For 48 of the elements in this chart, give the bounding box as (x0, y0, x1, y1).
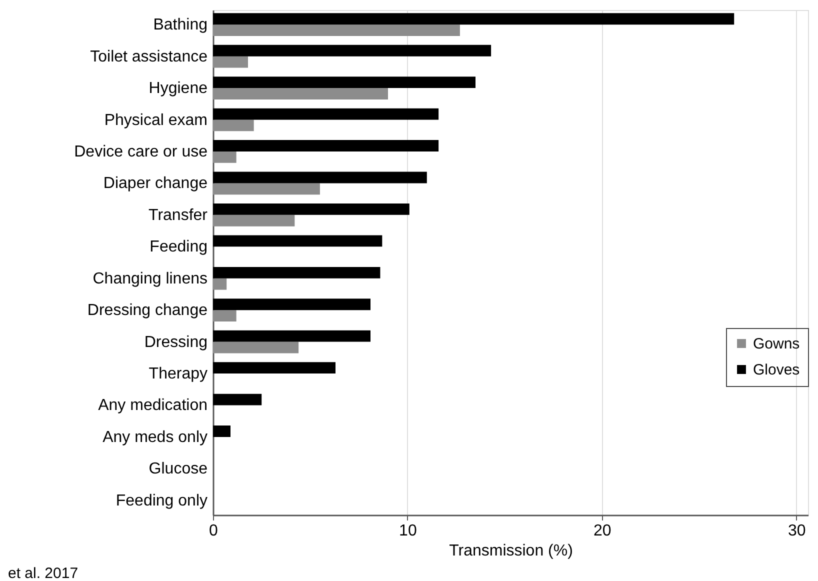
y-tick-label: Any medication (98, 397, 208, 414)
y-tick-label: Hygiene (148, 80, 208, 98)
y-tick-label: Transfer (148, 206, 208, 224)
y-tick-label: Dressing change (87, 302, 208, 320)
bar (213, 214, 295, 226)
y-tick-label: Glucose (148, 460, 208, 478)
bar (213, 342, 299, 354)
bar (213, 298, 370, 310)
legend-label: Gowns (753, 336, 800, 352)
bar (213, 108, 439, 120)
bar (213, 183, 320, 195)
bar (213, 204, 410, 215)
bar (213, 362, 336, 374)
bar (213, 88, 388, 100)
bar (213, 13, 734, 25)
bar (213, 330, 370, 342)
bar (213, 140, 439, 152)
y-tick-label: Diaper change (103, 175, 208, 192)
y-tick-label: Any meds only (102, 428, 208, 446)
bar (213, 44, 492, 56)
y-tick-label: Physical exam (104, 112, 208, 129)
y-tick-label: Feeding only (116, 492, 208, 510)
y-tick-label: Dressing (144, 334, 208, 351)
x-tick-label: 0 (209, 522, 218, 540)
y-tick-label: Therapy (148, 366, 208, 383)
legend-label: Gloves (753, 362, 800, 378)
bar (213, 120, 254, 132)
bar (213, 394, 262, 406)
y-tick-label: Feeding (150, 238, 208, 256)
text: et al. 2017 (8, 565, 78, 581)
x-tick-label: 30 (788, 522, 806, 540)
bar (213, 235, 382, 247)
bar (213, 76, 476, 88)
bar (213, 151, 236, 163)
bar (213, 278, 227, 290)
y-tick-label: Bathing (153, 16, 208, 34)
bar (213, 24, 460, 36)
y-tick-label: Changing linens (92, 270, 208, 288)
x-tick-label: 10 (399, 522, 417, 540)
bar (213, 172, 427, 184)
y-tick-label: Toilet assistance (90, 48, 208, 66)
x-axis-title: Transmission (%) (449, 542, 573, 560)
bar (213, 266, 380, 278)
bar (213, 426, 230, 437)
bar (213, 310, 236, 322)
x-tick-label: 20 (593, 522, 612, 540)
bar (213, 56, 248, 68)
y-tick-label: Device care or use (74, 143, 208, 160)
